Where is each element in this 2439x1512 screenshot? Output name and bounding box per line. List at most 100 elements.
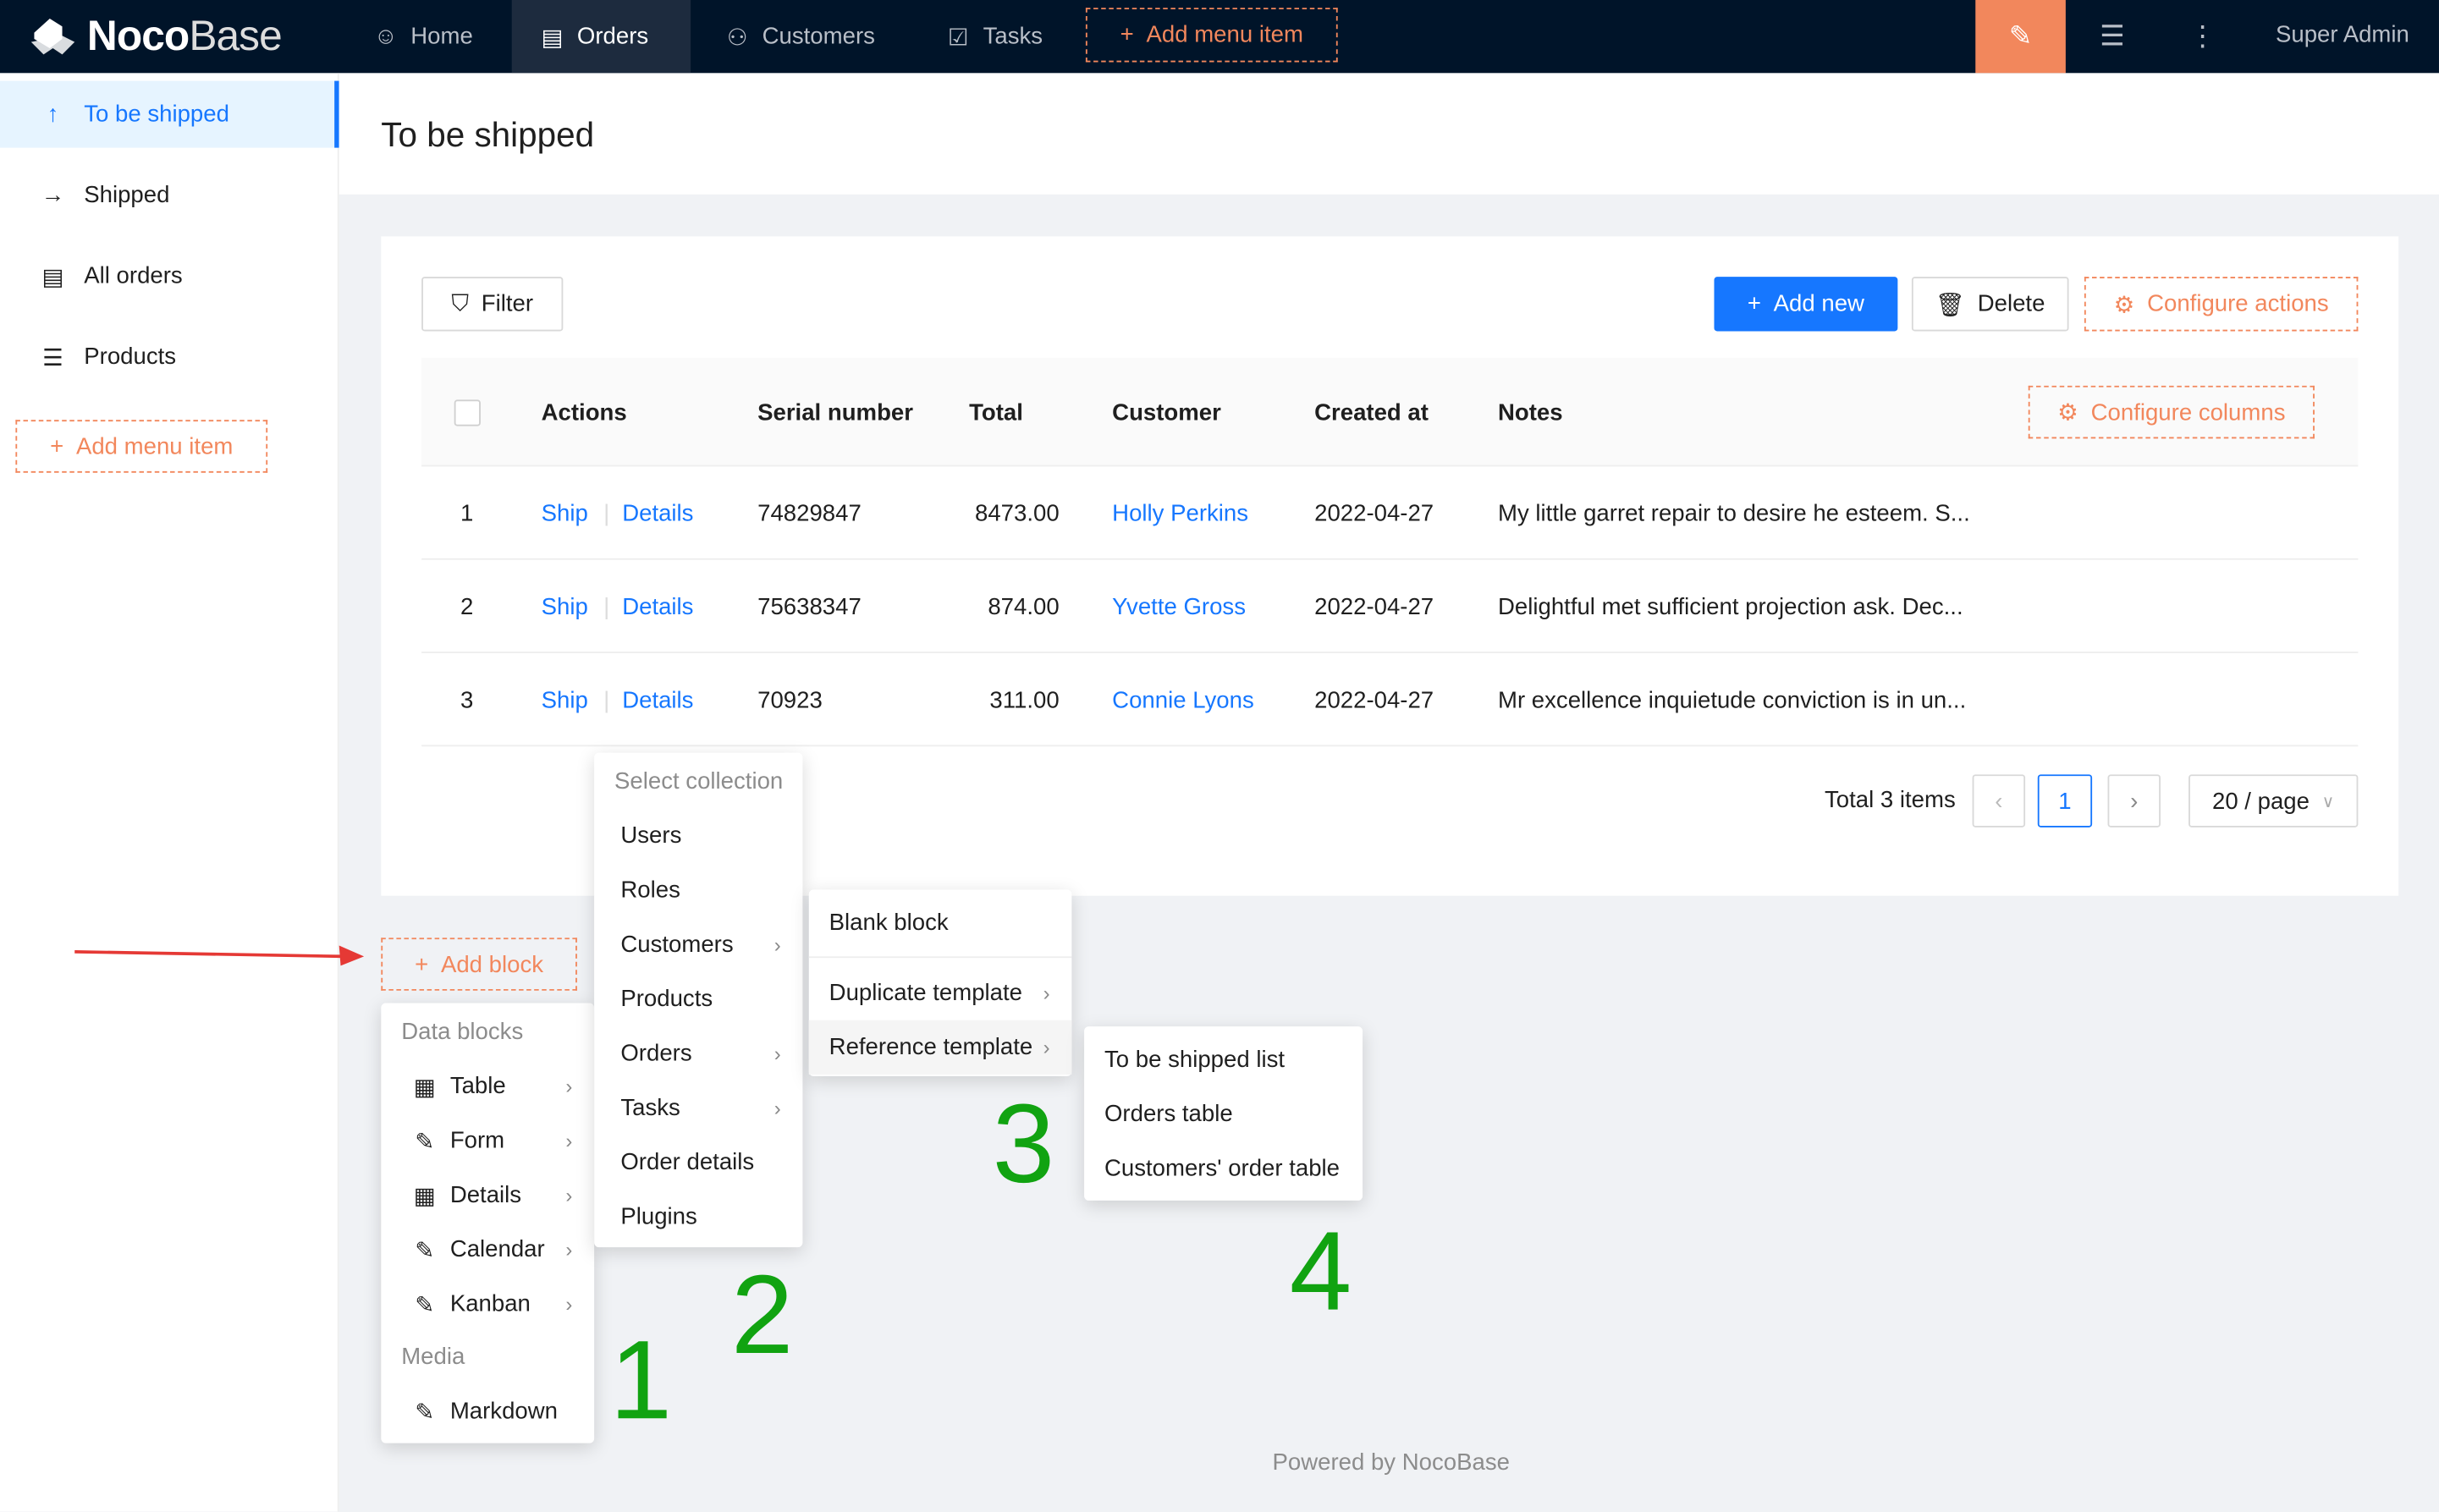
menu-item-users[interactable]: Users [620,822,682,849]
configure-actions-button[interactable]: ⚙ Configure actions [2084,277,2359,332]
menu-item-table[interactable]: ▦ Table › [413,1073,573,1101]
step-annotation-1: 1 [609,1318,673,1443]
plus-icon: + [50,432,64,460]
smile-icon: ☺ [373,23,398,50]
next-page-button[interactable]: › [2107,774,2161,827]
menu-item-plugins[interactable]: Plugins [620,1203,697,1230]
menu-item-calendar[interactable]: ✎ Calendar › [381,1223,594,1277]
ship-link[interactable]: Ship [541,686,588,713]
arrow-up-icon: ↑ [47,101,59,128]
sidebar-item-products[interactable]: ☰ Products [0,323,339,390]
logo[interactable]: NocoBase [28,11,283,61]
menu-item-products[interactable]: Products [620,986,713,1013]
user-menu[interactable]: Super Admin [2275,21,2409,48]
customer-link[interactable]: Connie Lyons [1112,686,1254,713]
group-data-blocks: Data blocks [401,1018,524,1046]
collections-button[interactable]: ☰ [2084,0,2140,73]
customer-link[interactable]: Yvette Gross [1112,593,1247,620]
edit-icon: ✎ [415,1291,435,1318]
page-size-select[interactable]: 20 / page ∨ [2188,774,2359,827]
column-actions[interactable]: Actions [541,399,627,426]
menu-item-form[interactable]: ✎ Form › [381,1113,594,1168]
menu-item-reference-template[interactable]: Reference template › [808,1020,1072,1075]
delete-button[interactable]: 🗑 Delete [1911,277,2069,332]
select-collection-menu: Select collection Users Roles Customers › Pr… [594,752,803,1248]
nav-home[interactable]: ☺ Home [373,23,473,50]
menu-item-customers-order-table[interactable]: Customers' order table [1104,1155,1341,1182]
reference-template-menu: To be shipped list Orders table Customer… [1084,1026,1363,1201]
total-cell: 8473.00 [974,499,1060,527]
nav-orders[interactable]: ▤ Orders [511,0,691,74]
details-link[interactable]: Details [622,686,694,713]
chevron-right-icon: › [774,932,781,957]
sidebar-item-to-be-shipped[interactable]: ↑ To be shipped [0,80,339,148]
filter-button[interactable]: ⛉ Filter [421,277,564,332]
total-cell: 311.00 [989,686,1060,713]
column-customer[interactable]: Customer [1112,399,1221,426]
chevron-right-icon: › [774,1042,781,1066]
details-link[interactable]: Details [622,593,694,620]
table-icon: ▦ [413,1074,436,1101]
footer: Powered by NocoBase [1272,1449,1510,1476]
sidebar-item-shipped[interactable]: → Shipped [41,182,170,209]
configure-columns-button[interactable]: ⚙ Configure columns [2028,385,2315,439]
chevron-right-icon: › [2130,787,2139,815]
nav-customers[interactable]: ⚇ Customers [696,0,903,73]
menu-item-details[interactable]: ▦ Details › [413,1181,573,1210]
add-new-button[interactable]: + Add new [1714,277,1898,332]
column-total[interactable]: Total [969,399,1023,426]
step-annotation-3: 3 [992,1082,1055,1207]
red-arrow-annotation [74,945,365,966]
column-notes[interactable]: Notes [1497,399,1563,426]
ui-editor-toggle[interactable]: ✎ [1975,0,2066,74]
ship-link[interactable]: Ship [541,499,588,527]
created-at-cell: 2022-04-27 [1314,593,1434,620]
edit-icon: ✎ [415,1399,435,1426]
column-created-at[interactable]: Created at [1314,399,1429,426]
sidebar [0,73,339,1512]
sidebar-add-menu-item[interactable]: + Add menu item [15,420,268,473]
row-index: 2 [460,593,474,620]
menu-item-customers[interactable]: Customers › [620,931,781,959]
menu-item-to-be-shipped-list[interactable]: To be shipped list [1104,1046,1286,1074]
chevron-right-icon: › [1043,1036,1050,1059]
column-serial-number[interactable]: Serial number [757,399,913,426]
menu-item-roles[interactable]: Roles [620,877,680,904]
more-button[interactable]: ⋮ [2177,0,2227,73]
table-header [421,357,2359,467]
row-index: 3 [460,686,474,713]
menu-item-orders-table[interactable]: Orders table [1104,1101,1233,1128]
menu-item-order-details[interactable]: Order details [620,1149,755,1176]
serial-number-cell: 74829847 [757,499,862,527]
menu-item-orders[interactable]: Orders › [620,1040,781,1067]
menu-item-blank-block[interactable]: Blank block [829,910,949,937]
logo-icon [30,19,75,55]
table-row: 3 Ship | Details 70923 311.00 Connie Lyo… [421,653,2359,747]
highlighter-icon: ✎ [2008,19,2033,52]
menu-item-markdown[interactable]: ✎ Markdown [381,1384,594,1438]
prev-page-button[interactable]: ‹ [1972,774,2026,827]
menu-item-tasks[interactable]: Tasks › [620,1094,781,1122]
select-all-checkbox[interactable] [454,399,481,426]
sidebar-item-all-orders[interactable]: ▤ All orders [41,262,183,290]
details-link[interactable]: Details [622,499,694,527]
serial-number-cell: 75638347 [757,593,862,620]
serial-number-cell: 70923 [757,686,823,713]
ship-link[interactable]: Ship [541,593,588,620]
gear-icon: ⚙ [2113,291,2135,318]
database-icon: ☰ [2100,19,2125,52]
menu-item-duplicate-template[interactable]: Duplicate template › [829,979,1050,1007]
add-menu-item-button[interactable]: + Add menu item [1085,8,1338,63]
customer-link[interactable]: Holly Perkins [1112,499,1249,527]
nav-tasks[interactable]: ☑ Tasks [917,0,1071,73]
menu-item-kanban[interactable]: ✎ Kanban › [381,1277,594,1331]
step-annotation-4: 4 [1289,1209,1352,1335]
page-title: To be shipped [381,115,595,154]
plus-icon: + [415,950,429,978]
chevron-right-icon: › [774,1096,781,1120]
add-block-button[interactable]: + Add block [381,937,577,991]
page-1-button[interactable]: 1 [2037,774,2093,827]
action-divider: | [603,686,610,713]
notes-cell: Delightful met sufficient projection ask… [1497,593,1963,620]
chevron-right-icon: › [565,1292,573,1316]
